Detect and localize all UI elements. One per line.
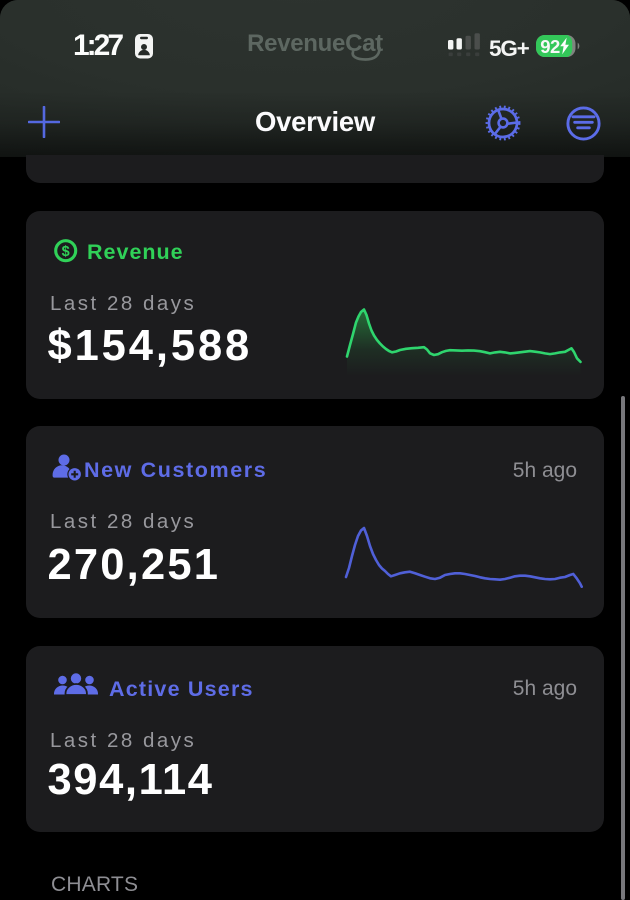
svg-text:92: 92: [540, 36, 560, 57]
svg-text:$: $: [62, 244, 70, 260]
